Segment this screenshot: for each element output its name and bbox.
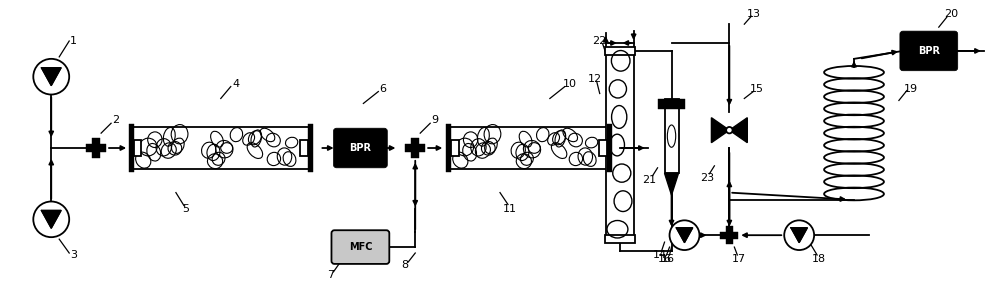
Bar <box>605 235 635 243</box>
Polygon shape <box>676 228 693 243</box>
Text: 15: 15 <box>750 83 764 94</box>
Text: 17: 17 <box>732 254 746 264</box>
Polygon shape <box>711 118 729 143</box>
FancyBboxPatch shape <box>333 128 387 168</box>
Polygon shape <box>729 118 747 143</box>
Text: 10: 10 <box>563 79 577 89</box>
Bar <box>446 124 451 172</box>
Text: 11: 11 <box>503 204 517 215</box>
Circle shape <box>33 201 69 237</box>
Polygon shape <box>665 173 679 195</box>
Bar <box>405 144 425 152</box>
Bar <box>607 124 612 172</box>
Circle shape <box>33 59 69 94</box>
Text: MFC: MFC <box>349 242 372 252</box>
Bar <box>658 99 685 109</box>
Text: 12: 12 <box>588 74 602 84</box>
Text: 1: 1 <box>70 36 77 46</box>
Text: 9: 9 <box>432 115 439 125</box>
Bar <box>411 138 419 158</box>
Polygon shape <box>41 210 61 228</box>
Text: 18: 18 <box>812 254 826 264</box>
Text: 20: 20 <box>944 9 958 19</box>
Text: 5: 5 <box>182 204 189 215</box>
Text: 19: 19 <box>904 83 918 94</box>
Text: 14: 14 <box>652 250 667 260</box>
Bar <box>86 144 106 152</box>
Circle shape <box>670 220 699 250</box>
Bar <box>131 127 311 169</box>
Bar <box>308 124 313 172</box>
Bar <box>726 226 733 244</box>
Circle shape <box>726 127 733 134</box>
Bar <box>720 232 738 239</box>
Text: 21: 21 <box>643 175 657 185</box>
Text: 8: 8 <box>402 260 409 270</box>
Polygon shape <box>41 68 61 86</box>
Bar <box>665 99 679 173</box>
Bar <box>599 140 607 156</box>
Bar <box>606 51 634 239</box>
Polygon shape <box>791 228 807 243</box>
Bar <box>451 140 459 156</box>
Text: BPR: BPR <box>918 46 940 56</box>
Text: 22: 22 <box>593 36 607 46</box>
Text: 3: 3 <box>70 250 77 260</box>
Bar <box>134 140 141 156</box>
Text: 4: 4 <box>232 79 239 89</box>
Text: 23: 23 <box>700 173 714 183</box>
Text: 16: 16 <box>661 254 675 264</box>
Circle shape <box>784 220 814 250</box>
FancyBboxPatch shape <box>900 31 958 71</box>
Text: 16: 16 <box>658 254 672 264</box>
Text: 6: 6 <box>379 83 386 94</box>
Bar <box>448 127 610 169</box>
FancyBboxPatch shape <box>331 230 389 264</box>
Bar <box>605 47 635 55</box>
Bar <box>129 124 134 172</box>
Text: 2: 2 <box>113 115 120 125</box>
Bar <box>300 140 308 156</box>
Text: BPR: BPR <box>349 143 371 153</box>
Bar <box>92 138 100 158</box>
Text: 7: 7 <box>327 270 334 280</box>
Text: 13: 13 <box>747 9 761 19</box>
